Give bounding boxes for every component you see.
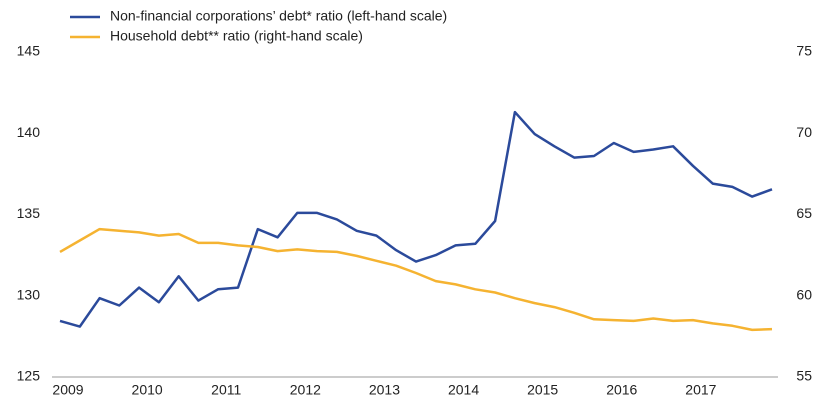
y2-tick-label: 60: [796, 286, 812, 302]
x-tick-label: 2016: [606, 382, 637, 398]
x-tick-label: 2014: [448, 382, 479, 398]
x-tick-label: 2010: [132, 382, 163, 398]
series-line: [59, 227, 773, 332]
y-tick-label: 130: [17, 286, 41, 302]
x-tick-label: 2009: [52, 382, 83, 398]
y2-tick-label: 65: [796, 205, 812, 221]
y-tick-label: 140: [17, 124, 41, 140]
y-tick-label: 125: [17, 368, 41, 384]
x-tick-label: 2012: [290, 382, 321, 398]
x-tick-label: 2015: [527, 382, 558, 398]
x-tick-label: 2013: [369, 382, 400, 398]
legend-label: Non-financial corporations’ debt* ratio …: [110, 8, 447, 24]
x-tick-label: 2011: [211, 382, 241, 398]
x-tick-label: 2017: [685, 382, 716, 398]
legend-label: Household debt** ratio (right-hand scale…: [110, 28, 363, 44]
series-line: [59, 110, 773, 328]
y2-tick-label: 55: [796, 368, 812, 384]
y-tick-label: 135: [17, 205, 41, 221]
y2-tick-label: 75: [796, 43, 812, 59]
y2-tick-label: 70: [796, 124, 812, 140]
y-tick-label: 145: [17, 43, 41, 59]
